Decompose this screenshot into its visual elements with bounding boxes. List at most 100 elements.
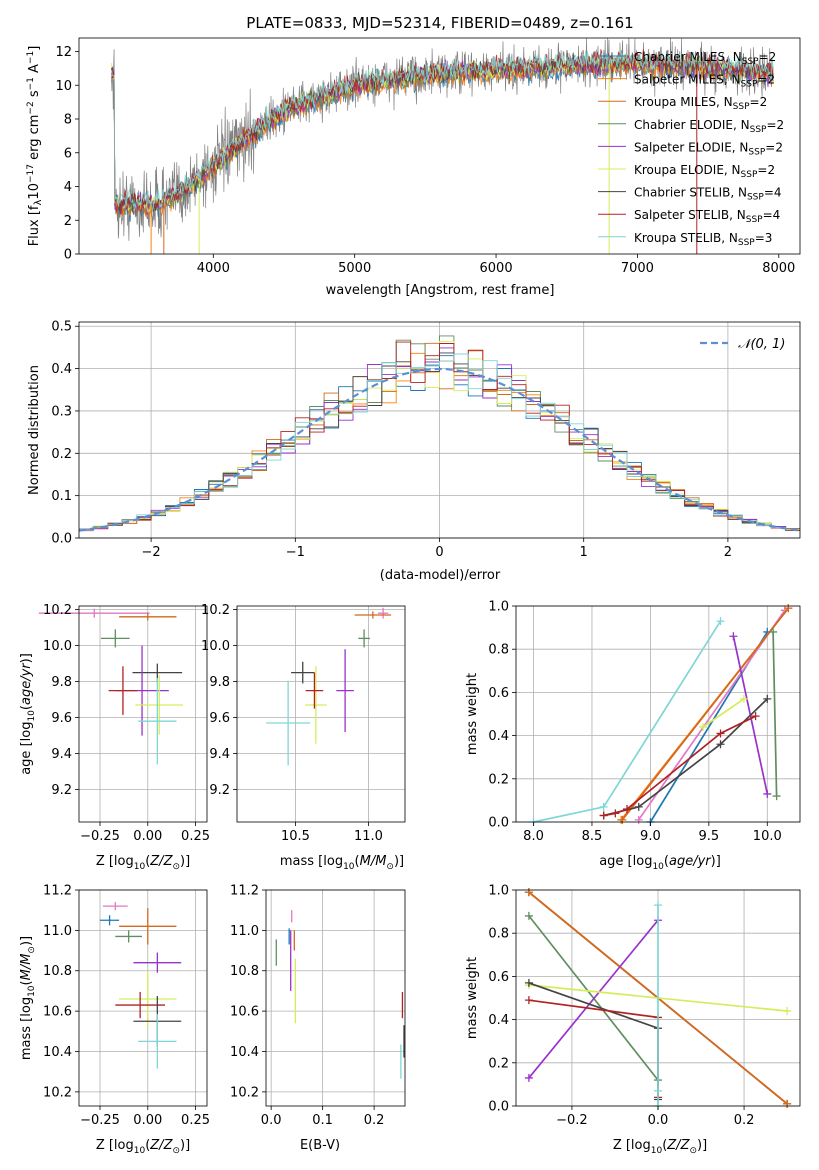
y-tick-label: 1.0 bbox=[488, 884, 509, 899]
y-tick-label: 10.6 bbox=[230, 1005, 259, 1020]
x-tick-label: 8.5 bbox=[582, 829, 603, 844]
weight-point-marker bbox=[524, 1073, 533, 1082]
x-tick-label: 0.25 bbox=[181, 829, 210, 844]
y-tick-label: 4 bbox=[64, 180, 72, 195]
weight-point-marker bbox=[524, 978, 533, 987]
weight-metallicity-ylabel: mass weight bbox=[465, 957, 480, 1039]
x-tick-label: 10.5 bbox=[281, 829, 310, 844]
residual-histograms bbox=[78, 335, 801, 532]
weight-metallicity-xlabel: Z [log10(Z/Z⊙)] bbox=[613, 1138, 707, 1156]
x-tick-label: 8000 bbox=[762, 261, 795, 276]
weight-point-marker bbox=[654, 1086, 662, 1095]
legend-label: Chabrier STELIB, NSSP=4 bbox=[634, 186, 782, 203]
weight-point-marker bbox=[634, 815, 643, 824]
y-tick-label: 10.2 bbox=[43, 1085, 72, 1100]
y-tick-label: 10.0 bbox=[43, 639, 72, 654]
x-tick-label: −0.2 bbox=[556, 1113, 588, 1128]
y-tick-label: 10 bbox=[55, 79, 72, 94]
y-tick-label: 9.8 bbox=[51, 675, 72, 690]
x-tick-label: 0.00 bbox=[133, 829, 162, 844]
legend-label: 𝒩(0, 1) bbox=[738, 337, 785, 352]
y-tick-label: 10.2 bbox=[201, 603, 230, 618]
legend-label: Salpeter MILES, NSSP=2 bbox=[634, 73, 775, 90]
y-tick-label: 6 bbox=[64, 146, 72, 161]
x-tick-label: 0.2 bbox=[364, 1113, 385, 1128]
weight-point-marker bbox=[763, 789, 772, 798]
spectrum-ylabel: Flux [fλ10−17 erg cm−2 s−1 A−1] bbox=[26, 46, 44, 247]
legend-label: Kroupa STELIB, NSSP=3 bbox=[634, 231, 772, 248]
model-spectrum-line bbox=[111, 49, 774, 215]
axes-frame bbox=[265, 889, 406, 1107]
weight-point-marker bbox=[611, 809, 620, 818]
weight-point-marker bbox=[716, 740, 725, 749]
y-tick-label: 0.5 bbox=[51, 320, 72, 335]
y-tick-label: 0.0 bbox=[51, 532, 72, 547]
weight-point-marker bbox=[634, 802, 643, 811]
axes-frame bbox=[78, 605, 208, 823]
x-tick-label: 0.00 bbox=[133, 1113, 162, 1128]
weight-point-marker bbox=[716, 729, 725, 738]
x-tick-label: 6000 bbox=[480, 261, 513, 276]
mass-metallicity-xlabel: Z [log10(Z/Z⊙)] bbox=[96, 1138, 190, 1156]
weight-series-line bbox=[603, 715, 756, 817]
mass-vs-ebv-panel: 0.0 0.1 0.2 10.2 10.4 10.6 10.8 11.0 11.2 bbox=[230, 884, 406, 1128]
weight-point-marker bbox=[784, 604, 793, 613]
y-tick-label: 10.8 bbox=[230, 964, 259, 979]
weight-point-marker bbox=[698, 722, 707, 731]
x-tick-label: 5000 bbox=[338, 261, 371, 276]
weight-age-xlabel: age [log10(age/yr)] bbox=[599, 854, 721, 872]
legend-label: Chabrier ELODIE, NSSP=2 bbox=[634, 118, 784, 135]
mass-ebv-xlabel: E(B-V) bbox=[300, 1138, 340, 1153]
weight-point-marker bbox=[654, 901, 662, 910]
y-tick-label: 0.6 bbox=[488, 686, 509, 701]
y-tick-label: 0.6 bbox=[488, 970, 509, 985]
weight-series-line bbox=[702, 698, 745, 728]
model-spectrum-line bbox=[111, 50, 774, 211]
x-tick-label: 9.5 bbox=[698, 829, 719, 844]
x-tick-label: 11.0 bbox=[354, 829, 383, 844]
weight-point-marker bbox=[618, 815, 627, 824]
age-metallicity-ylabel: age [log10(age/yr)] bbox=[19, 653, 37, 775]
spectrum-axes-frame bbox=[78, 37, 801, 255]
weight-point-marker bbox=[763, 694, 772, 703]
y-tick-label: 9.4 bbox=[51, 747, 72, 762]
mass-vs-metallicity-panel: −0.25 0.00 0.25 10.2 10.4 10.6 10.8 11.0 11.2 bbox=[43, 884, 210, 1129]
spectrum-series bbox=[111, 38, 774, 254]
x-tick-label: −0.25 bbox=[80, 1113, 120, 1128]
weight-point-marker bbox=[729, 632, 738, 641]
x-tick-label: 0.0 bbox=[261, 1113, 282, 1128]
x-tick-label: 4000 bbox=[197, 261, 230, 276]
x-tick-label: 0.1 bbox=[312, 1113, 333, 1128]
weight-point-marker bbox=[783, 1006, 792, 1015]
axes-frame bbox=[78, 889, 208, 1107]
legend-label: Salpeter STELIB, NSSP=4 bbox=[634, 208, 780, 225]
y-tick-label: 10.8 bbox=[43, 964, 72, 979]
weight-series-line bbox=[528, 919, 659, 1079]
y-tick-label: 1.0 bbox=[488, 600, 509, 615]
y-tick-label: 0.8 bbox=[488, 643, 509, 658]
y-tick-label: 0.2 bbox=[51, 447, 72, 462]
y-tick-label: 0.4 bbox=[488, 729, 509, 744]
y-tick-label: 12 bbox=[55, 45, 72, 60]
x-tick-label: 0.25 bbox=[181, 1113, 210, 1128]
y-tick-label: 0.0 bbox=[488, 816, 509, 831]
y-tick-label: 2 bbox=[64, 214, 72, 229]
y-tick-label: 9.2 bbox=[209, 783, 230, 798]
y-tick-label: 11.0 bbox=[230, 924, 259, 939]
age-mass-xlabel: mass [log10(M/M⊙)] bbox=[280, 854, 404, 872]
spectrum-legend: Chabrier MILES, NSSP=2 Salpeter MILES, NS… bbox=[598, 50, 784, 248]
y-tick-label: 10.4 bbox=[230, 1045, 259, 1060]
y-tick-label: 11.0 bbox=[43, 924, 72, 939]
weight-series-line bbox=[603, 698, 768, 817]
weight-age-ylabel: mass weight bbox=[465, 673, 480, 755]
weight-point-marker bbox=[524, 888, 533, 897]
spectrum-panel: PLATE=0833, MJD=52314, FIBERID=0489, z=0… bbox=[26, 14, 801, 298]
y-tick-label: 0.2 bbox=[488, 1056, 509, 1071]
x-tick-label: −2 bbox=[142, 545, 161, 560]
mass-metallicity-ylabel: mass [log10(M/M⊙)] bbox=[19, 936, 37, 1060]
x-tick-label: 9.0 bbox=[640, 829, 661, 844]
residual-xlabel: (data-model)/error bbox=[380, 568, 501, 583]
spectrum-xlabel: wavelength [Angstrom, rest frame] bbox=[326, 283, 555, 298]
y-tick-label: 11.2 bbox=[230, 884, 259, 899]
